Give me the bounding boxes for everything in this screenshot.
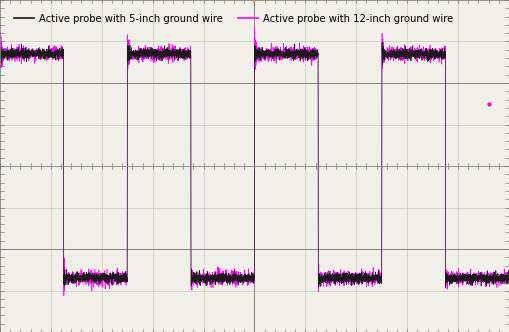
Legend: Active probe with 5-inch ground wire, Active probe with 12-inch ground wire: Active probe with 5-inch ground wire, Ac… [10,10,457,28]
